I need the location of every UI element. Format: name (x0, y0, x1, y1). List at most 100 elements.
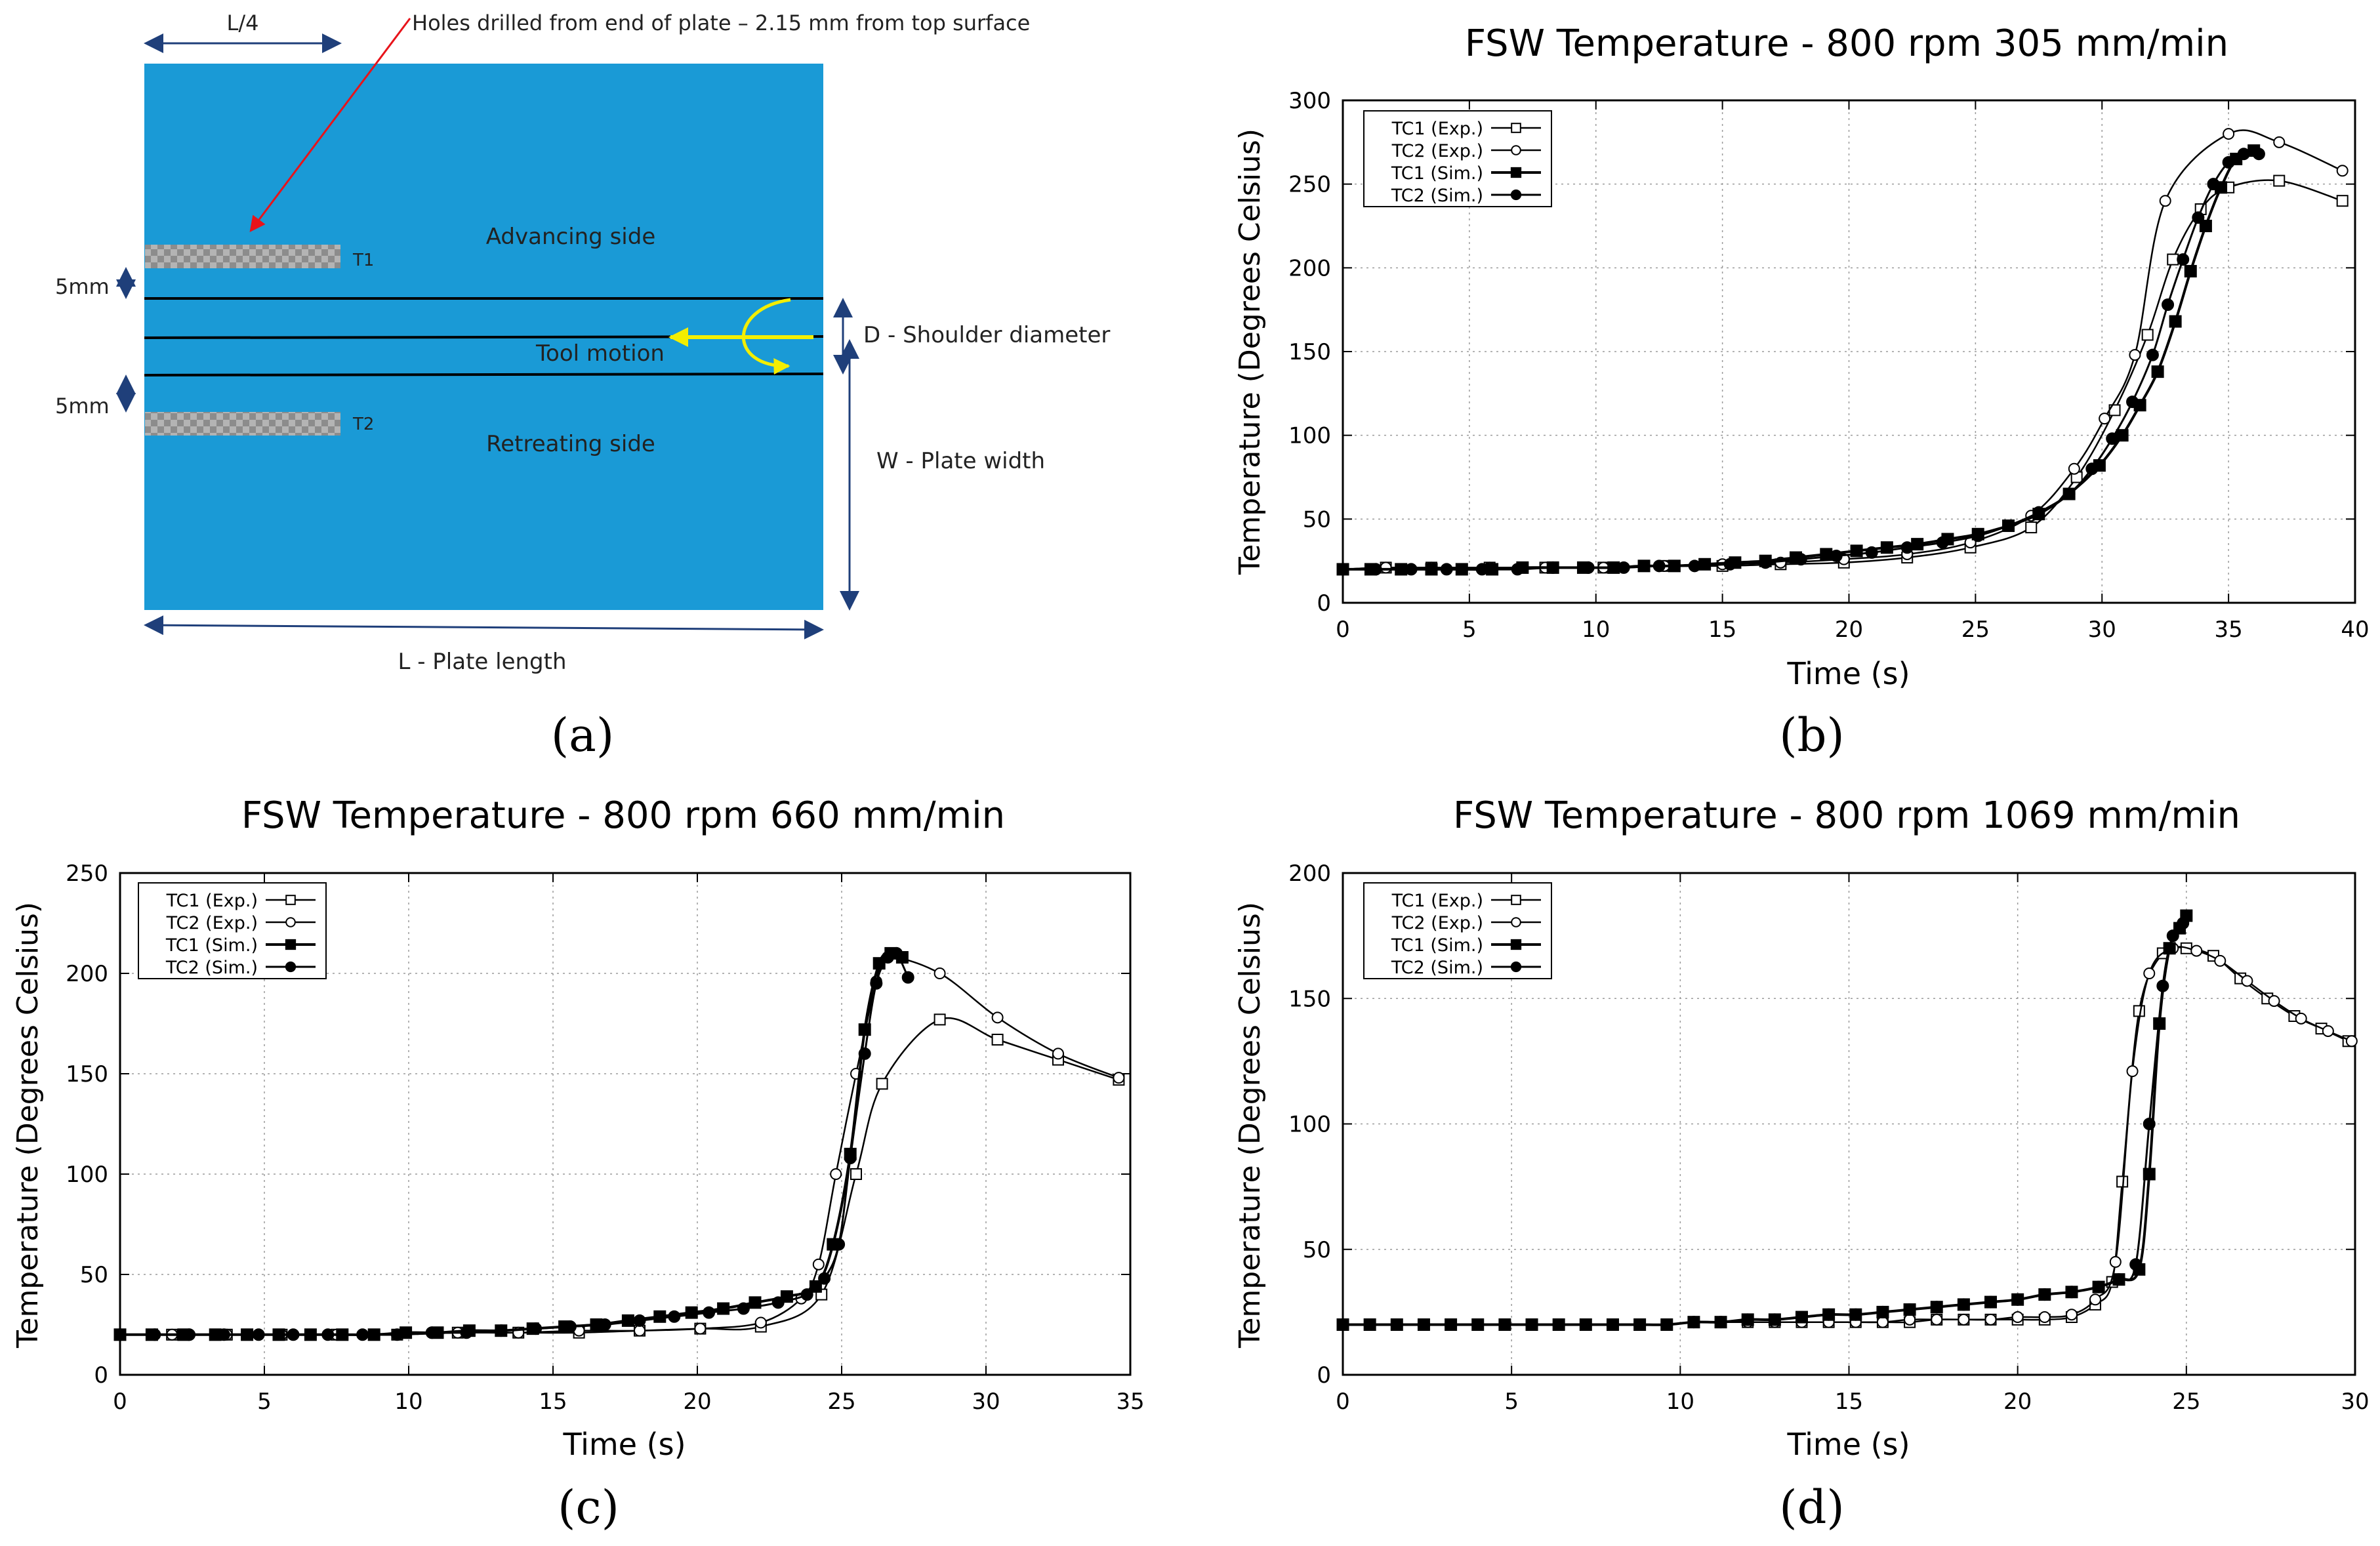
data-point (1795, 1311, 1808, 1324)
data-point (2085, 462, 2099, 476)
panel-label-c: (c) (558, 1480, 619, 1534)
data-point (2129, 1258, 2143, 1271)
x-tick-label: 5 (1462, 617, 1477, 643)
data-point (2223, 128, 2235, 140)
legend: TC1 (Exp.)TC2 (Exp.)TC1 (Sim.)TC2 (Sim.) (1363, 882, 1552, 979)
series-filled-circle (1336, 917, 2190, 1331)
thermocouple-hole-t1 (145, 245, 340, 268)
tool-rotation-arrow (742, 298, 791, 375)
data-point (2177, 917, 2190, 929)
legend-label: TC1 (Exp.) (166, 891, 258, 911)
data-point (2038, 1311, 2051, 1324)
data-point (1336, 563, 1349, 576)
data-point (668, 1310, 681, 1323)
legend-marker (285, 961, 297, 973)
data-point (703, 1306, 716, 1319)
t2-label: T2 (352, 415, 374, 434)
data-point (2065, 1309, 2078, 1321)
x-tick-label: 30 (2088, 617, 2116, 643)
y-tick-label: 100 (66, 1162, 108, 1188)
offset-label-bottom: 5mm (55, 394, 110, 418)
y-tick-label: 250 (66, 861, 108, 887)
data-point (633, 1314, 646, 1327)
quarter-length-label: L/4 (227, 10, 259, 35)
data-point (830, 1168, 842, 1180)
data-point (2109, 1255, 2122, 1268)
legend-label: TC1 (Sim.) (1391, 935, 1483, 956)
data-point (113, 1328, 127, 1341)
legend-label: TC2 (Sim.) (165, 958, 258, 978)
data-point (2038, 1288, 2051, 1301)
data-point (183, 1328, 196, 1341)
legend-marker (1511, 917, 1521, 927)
panel-label-d: (d) (1779, 1480, 1844, 1534)
chart-b: FSW Temperature - 800 rpm 305 mm/min 0 5 1… (1233, 22, 2370, 762)
data-point (2092, 1280, 2105, 1293)
x-tick-label: 25 (2172, 1389, 2200, 1415)
data-point (1113, 1072, 1125, 1084)
data-point (564, 1320, 577, 1333)
data-point (390, 1328, 403, 1341)
offset-label-top: 5mm (55, 274, 110, 299)
x-axis-label: Time (s) (562, 1427, 686, 1462)
data-point (2002, 519, 2015, 533)
data-point (1546, 561, 1559, 574)
data-point (1498, 1318, 1511, 1331)
data-point (2336, 165, 2349, 177)
data-point (800, 1288, 813, 1301)
data-point (1822, 1308, 1836, 1321)
data-point (685, 1306, 698, 1319)
legend-label: TC2 (Sim.) (1391, 186, 1483, 206)
data-point (2207, 178, 2220, 191)
data-point (2167, 253, 2179, 266)
legend-items: TC1 (Exp.)TC2 (Exp.)TC1 (Sim.)TC2 (Sim.) (1391, 891, 1541, 978)
chart-title: FSW Temperature - 800 rpm 305 mm/min (1465, 22, 2228, 65)
data-point (1971, 529, 1984, 542)
x-tick-label: 20 (1835, 617, 1863, 643)
legend-marker (1511, 145, 1521, 155)
data-point (2011, 1293, 2024, 1306)
series-filled-circle (1336, 148, 2265, 576)
data-point (717, 1302, 730, 1315)
x-axis-label: Time (s) (1786, 1427, 1910, 1462)
y-tick-label: 50 (1303, 1237, 1331, 1263)
data-point (2126, 1065, 2139, 1078)
y-tick-label: 0 (1317, 1362, 1331, 1389)
series-filled-circle (113, 946, 914, 1341)
data-point (2199, 220, 2212, 232)
data-point (2129, 349, 2141, 361)
legend-marker (1511, 123, 1521, 133)
legend-label: TC2 (Sim.) (1391, 958, 1483, 978)
data-point (252, 1328, 265, 1341)
data-point (1849, 1308, 1862, 1321)
data-point (1876, 1316, 1889, 1328)
legend-label: TC1 (Exp.) (1391, 119, 1483, 139)
data-point (1363, 1318, 1376, 1331)
y-tick-label: 150 (1288, 986, 1331, 1012)
data-point (1957, 1298, 1970, 1311)
legend: TC1 (Exp.)TC2 (Exp.)TC1 (Sim.)TC2 (Sim.) (1363, 110, 1552, 207)
data-point (1440, 563, 1453, 576)
hole-pointer-arrow (249, 18, 411, 232)
data-point (2190, 945, 2203, 957)
data-point (1417, 1318, 1430, 1331)
data-point (1768, 1313, 1781, 1326)
data-point (1052, 1048, 1064, 1060)
data-point (771, 1296, 785, 1309)
data-point (2099, 413, 2111, 425)
data-point (460, 1326, 473, 1339)
data-point (934, 967, 946, 979)
data-point (1369, 563, 1382, 576)
data-point (1617, 561, 1630, 574)
y-tick-label: 0 (94, 1362, 108, 1389)
legend-label: TC2 (Exp.) (1391, 913, 1483, 933)
y-tick-label: 50 (80, 1262, 108, 1288)
data-point (890, 946, 903, 960)
data-point (2345, 1035, 2358, 1048)
x-ticks: 0 5 10 15 20 25 30 (1336, 873, 2370, 1415)
y-tick-label: 0 (1317, 590, 1331, 617)
data-point (2068, 462, 2080, 475)
data-point (2143, 1168, 2156, 1181)
y-tick-label: 300 (1288, 88, 1331, 114)
data-point (1794, 553, 1807, 566)
